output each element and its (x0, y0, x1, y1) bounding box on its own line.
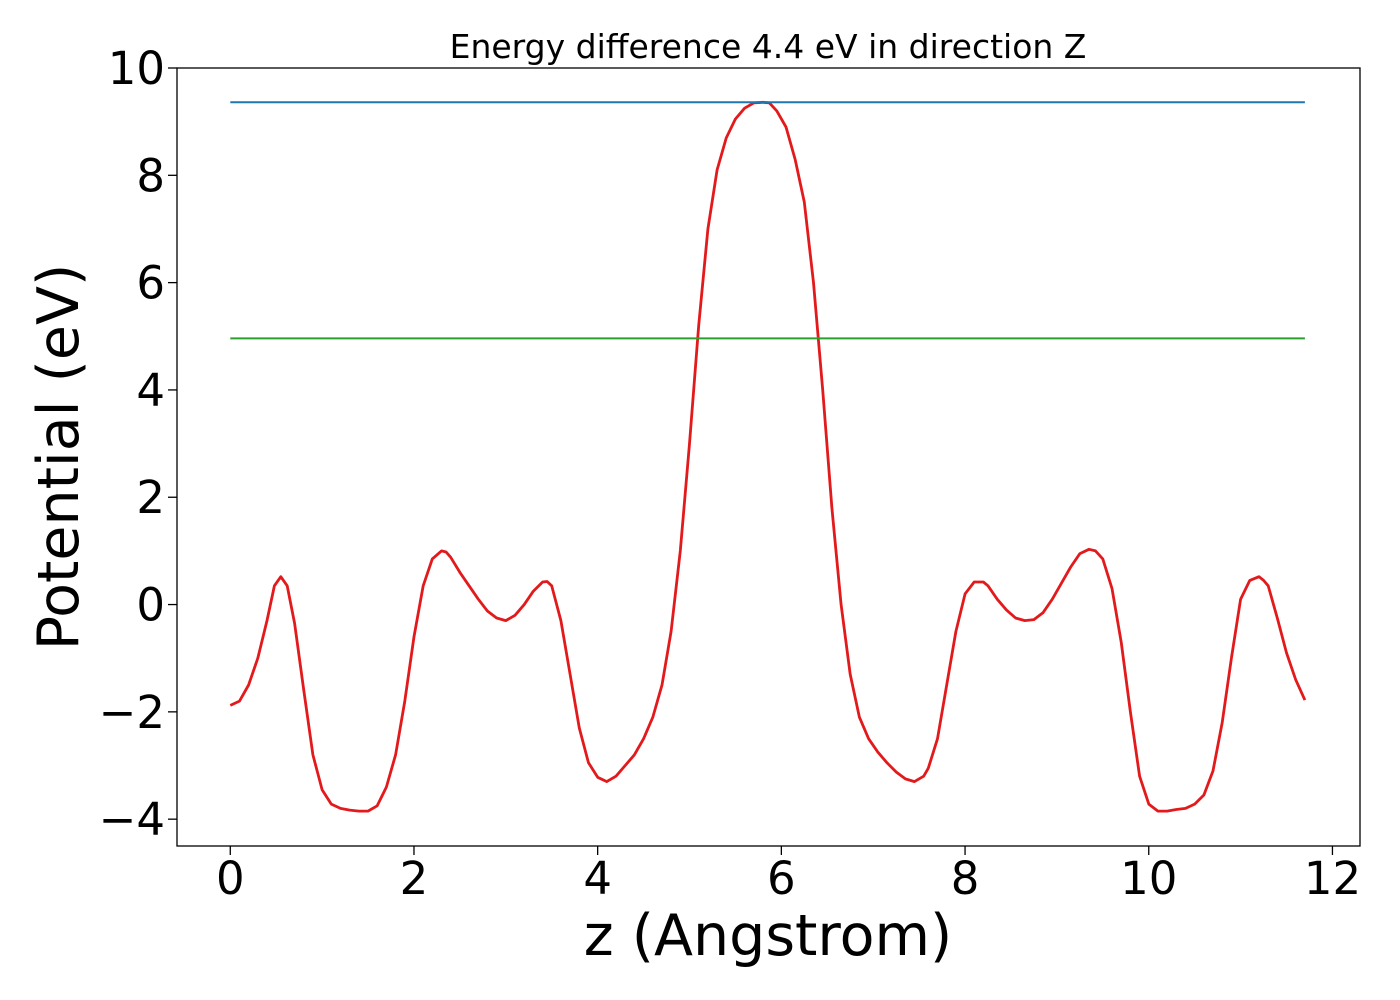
y-tick-label: 4 (136, 364, 165, 417)
y-tick-label: 8 (136, 149, 165, 202)
y-tick-label: −2 (99, 686, 165, 739)
y-axis: −4 −2 0 2 4 6 8 10 (99, 42, 177, 846)
y-tick-label: 2 (136, 471, 165, 524)
x-tick-label: 2 (400, 852, 429, 905)
y-tick-label: −4 (99, 793, 165, 846)
x-tick-label: 6 (767, 852, 796, 905)
y-tick-label: 6 (136, 257, 165, 310)
x-axis: 0 2 4 6 8 10 12 (216, 846, 1361, 905)
x-tick-label: 12 (1304, 852, 1361, 905)
x-tick-label: 8 (951, 852, 980, 905)
potential-line (229, 100, 1307, 813)
y-tick-label: 0 (136, 579, 165, 632)
y-tick-label: 10 (108, 42, 165, 95)
chart-title: Energy difference 4.4 eV in direction Z (450, 27, 1087, 66)
y-axis-title: Potential (eV) (26, 264, 92, 650)
x-tick-label: 10 (1120, 852, 1177, 905)
x-tick-label: 4 (583, 852, 612, 905)
plot-series (229, 100, 1307, 813)
x-tick-label: 0 (216, 852, 245, 905)
plot-frame (176, 67, 1361, 847)
x-axis-title: z (Angstrom) (584, 903, 952, 969)
